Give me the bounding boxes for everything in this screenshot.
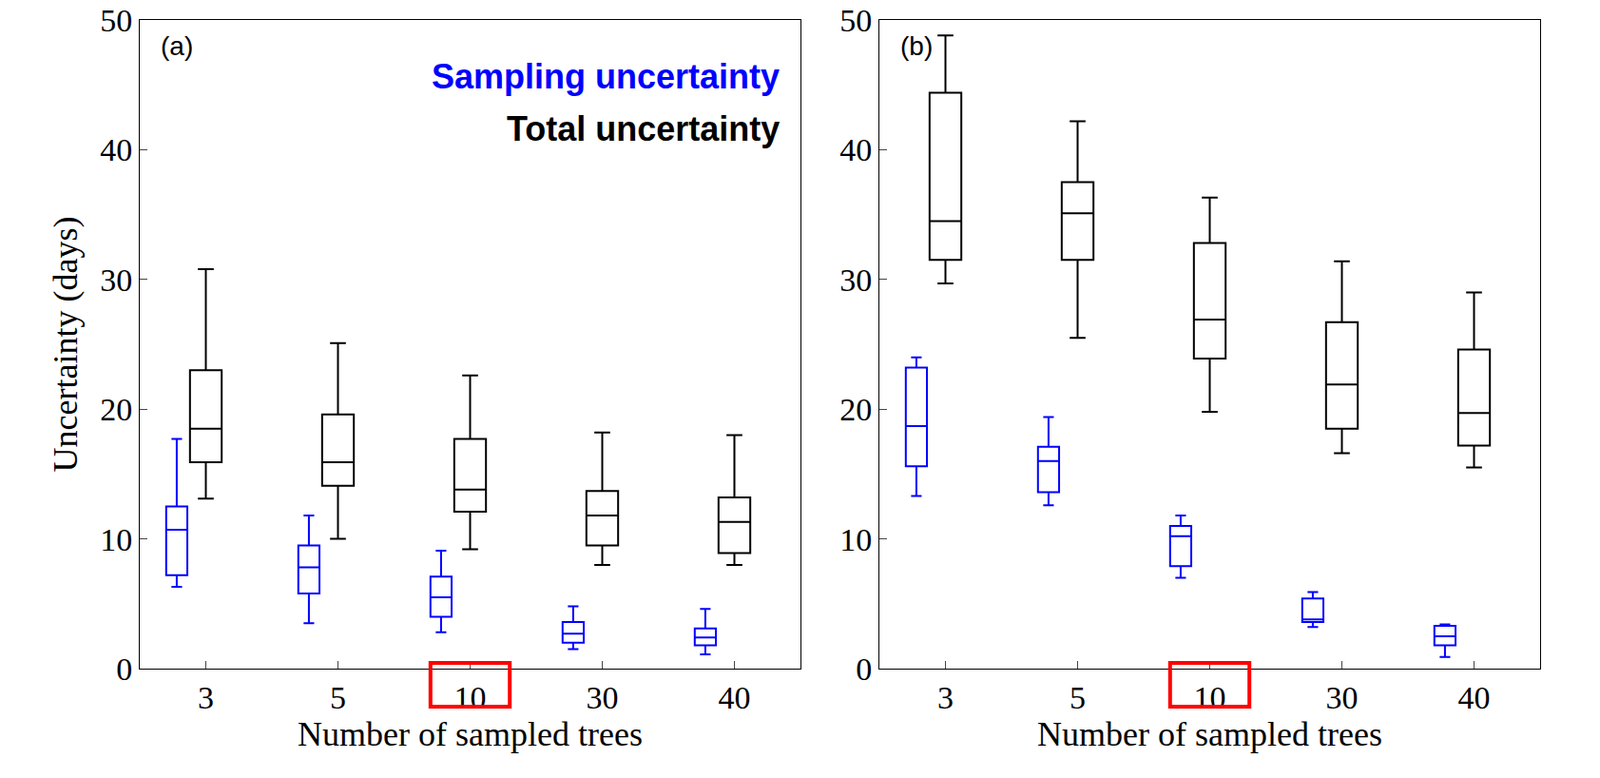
svg-text:50: 50 — [839, 2, 872, 39]
svg-text:10: 10 — [1194, 679, 1227, 715]
svg-text:40: 40 — [1458, 679, 1491, 715]
svg-text:30: 30 — [1326, 679, 1359, 715]
svg-text:5: 5 — [1069, 679, 1086, 715]
svg-text:Number of sampled trees: Number of sampled trees — [297, 714, 643, 753]
svg-text:Sampling uncertainty: Sampling uncertainty — [431, 57, 780, 97]
svg-text:10: 10 — [99, 521, 133, 558]
svg-text:Uncertainty (days): Uncertainty (days) — [46, 216, 85, 473]
svg-text:40: 40 — [718, 679, 752, 715]
svg-text:10: 10 — [454, 679, 487, 715]
svg-text:50: 50 — [99, 2, 133, 39]
svg-text:(a): (a) — [160, 31, 193, 61]
svg-text:30: 30 — [99, 262, 133, 298]
svg-text:20: 20 — [839, 391, 872, 427]
svg-text:3: 3 — [937, 679, 954, 715]
svg-text:30: 30 — [586, 679, 619, 715]
svg-text:40: 40 — [99, 132, 133, 168]
svg-text:20: 20 — [99, 391, 133, 427]
svg-text:10: 10 — [839, 521, 872, 558]
svg-text:0: 0 — [115, 651, 133, 687]
svg-text:(b): (b) — [900, 31, 933, 61]
svg-text:3: 3 — [197, 679, 214, 715]
svg-text:40: 40 — [839, 132, 872, 168]
svg-text:0: 0 — [855, 651, 872, 687]
svg-text:Total uncertainty: Total uncertainty — [506, 109, 780, 149]
svg-text:30: 30 — [839, 262, 872, 298]
svg-text:Number of sampled trees: Number of sampled trees — [1037, 714, 1383, 753]
svg-text:5: 5 — [329, 679, 347, 715]
